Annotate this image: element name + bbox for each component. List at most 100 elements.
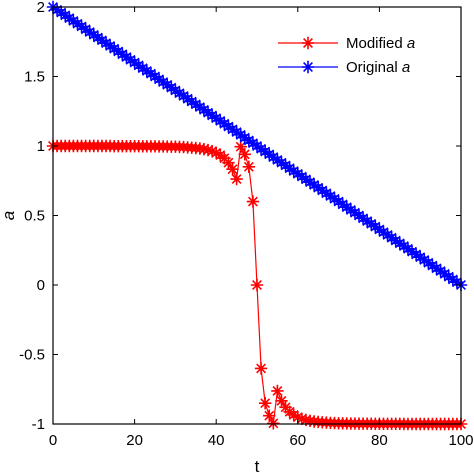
data-point-original (75, 20, 88, 33)
legend-label-original-prefix: Original (346, 59, 402, 76)
data-point-original (381, 228, 394, 242)
legend-label-modified-prefix: Modified (346, 35, 407, 52)
data-point-modified (201, 143, 215, 157)
data-point-original (95, 34, 109, 47)
data-point-original (450, 276, 464, 289)
data-point-original (393, 237, 406, 250)
data-point-original (112, 45, 125, 58)
y-tick-label: 2 (37, 0, 45, 16)
data-point-original (369, 220, 382, 233)
data-point-modified (210, 146, 223, 160)
data-point-modified (242, 160, 256, 174)
legend-marker-modified (301, 36, 315, 50)
data-point-original (205, 109, 219, 122)
data-point-original (316, 184, 329, 197)
data-point-original (365, 217, 378, 231)
data-point-original (140, 64, 154, 78)
y-tick-label: -0.5 (19, 347, 45, 364)
data-point-original (267, 150, 280, 164)
data-point-modified (258, 396, 272, 410)
data-point-original (177, 89, 190, 103)
data-point-original (418, 253, 431, 267)
data-point-original (103, 39, 117, 53)
data-point-original (226, 123, 239, 136)
data-point-original (442, 270, 455, 283)
data-point-original (54, 6, 68, 19)
y-tick-label: 0 (37, 277, 45, 294)
data-point-original (377, 225, 390, 239)
data-point-original (210, 112, 223, 125)
legend-label-original: Original a (346, 59, 410, 76)
data-point-original (295, 170, 309, 183)
data-point-modified (230, 172, 243, 186)
data-point-original (307, 178, 321, 192)
data-point-original (250, 139, 264, 153)
data-point-original (201, 106, 215, 119)
x-tick-label: 40 (208, 432, 225, 449)
data-point-original (414, 251, 427, 264)
x-tick-label: 0 (49, 432, 57, 449)
data-point-original (63, 11, 76, 25)
data-point-original (287, 164, 300, 178)
data-point-original (303, 175, 317, 189)
data-point-original (320, 187, 333, 200)
data-point-original (67, 14, 80, 28)
data-point-original (173, 86, 186, 100)
legend: Modified a Original a (272, 28, 452, 80)
data-point-original (83, 25, 96, 39)
data-point-original (438, 267, 451, 281)
data-point-original (165, 81, 178, 94)
data-point-original (340, 200, 353, 214)
data-point-original (397, 239, 411, 253)
data-point-original (99, 36, 113, 50)
data-point-original (422, 256, 435, 269)
data-point-original (234, 128, 247, 142)
data-point-original (426, 259, 439, 272)
data-point-original (348, 206, 362, 219)
data-point-original (152, 73, 166, 86)
data-point-original (283, 162, 296, 175)
legend-marker-original (301, 60, 315, 74)
data-point-original (148, 70, 162, 83)
data-point-original (144, 67, 158, 80)
data-point-original (218, 117, 231, 130)
data-point-original (197, 103, 211, 117)
data-point-original (275, 156, 288, 169)
data-point-original (108, 42, 121, 55)
data-point-modified (287, 408, 300, 422)
data-point-original (161, 78, 174, 92)
data-point-modified (263, 409, 276, 422)
data-point-modified (295, 412, 309, 426)
data-point-original (360, 214, 374, 228)
data-point-original (193, 100, 207, 114)
data-point-original (373, 223, 386, 236)
data-point-original (328, 192, 341, 206)
data-point-original (71, 17, 84, 30)
data-point-original (79, 23, 92, 36)
data-point-original (116, 48, 129, 61)
data-point-original (336, 198, 349, 211)
data-point-original (430, 262, 443, 275)
data-point-modified (250, 278, 264, 292)
data-point-original (446, 273, 460, 286)
data-point-original (258, 145, 272, 158)
data-point-original (156, 75, 170, 89)
y-tick-label: 1 (37, 138, 45, 155)
data-point-original (271, 153, 284, 167)
data-point-modified (222, 156, 235, 169)
data-point-original (189, 98, 202, 111)
data-point-original (356, 212, 370, 225)
data-point-modified (271, 384, 284, 398)
data-point-modified (197, 142, 211, 156)
data-point-original (291, 167, 304, 180)
legend-label-modified-symbol: a (407, 35, 415, 52)
data-point-modified (267, 417, 280, 430)
data-point-original (222, 120, 235, 133)
data-point-original (401, 242, 415, 256)
data-point-original (59, 9, 72, 22)
data-point-original (91, 31, 105, 44)
data-point-original (169, 84, 182, 97)
data-point-original (344, 203, 358, 217)
x-tick-label: 100 (448, 432, 473, 449)
data-point-original (214, 114, 227, 128)
